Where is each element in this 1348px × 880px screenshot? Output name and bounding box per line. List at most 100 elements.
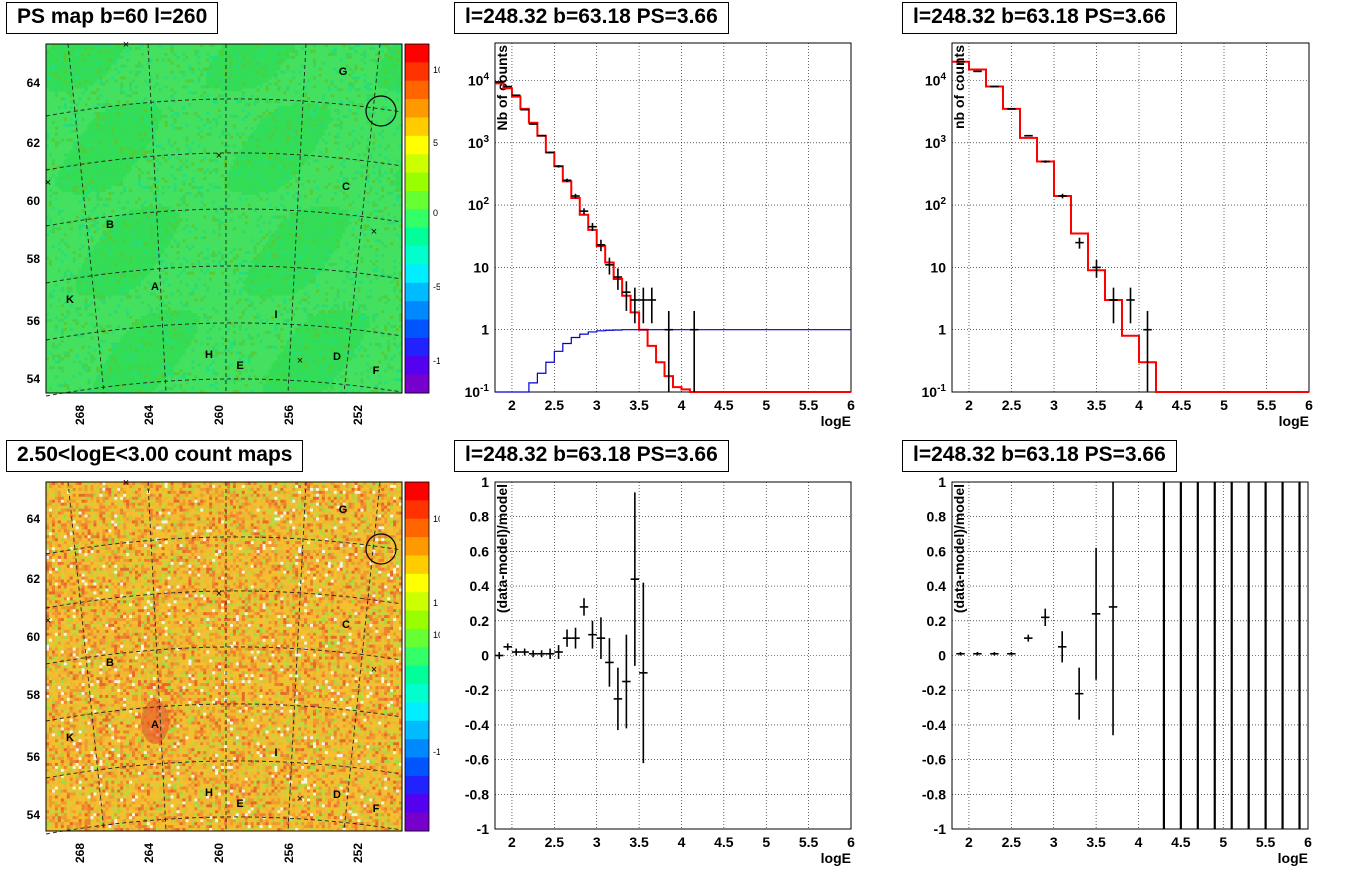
colorbar-tick-label: 10 <box>433 514 440 524</box>
model-step-line <box>495 83 851 392</box>
x-tick-label: 5.5 <box>1257 397 1277 413</box>
x-tick-label: 6 <box>1304 834 1312 850</box>
y-tick-label: -0.8 <box>465 786 489 802</box>
x-tick-label: 3.5 <box>629 834 649 850</box>
map-lon-tick: 252 <box>351 405 365 425</box>
map-cross-marker: × <box>45 177 51 189</box>
y-tick-label: 10-1 <box>465 383 490 400</box>
y-tick-exponent: -1 <box>937 383 946 394</box>
x-tick-label: 2.5 <box>1002 397 1022 413</box>
map-lon-tick: 256 <box>282 843 296 863</box>
y-tick-label: -0.6 <box>465 752 489 768</box>
y-tick-label: 0.8 <box>927 509 947 525</box>
x-axis-title: logE <box>821 850 851 866</box>
y-tick-exponent: 3 <box>940 134 946 145</box>
map-lat-tick: 62 <box>27 572 41 586</box>
map-source-label: C <box>342 181 350 193</box>
map-source-label: E <box>236 360 243 372</box>
y-tick-label: 0 <box>938 648 946 664</box>
colorbar <box>405 482 429 832</box>
map-source-label: G <box>339 504 348 516</box>
map-cross-marker: × <box>371 226 377 238</box>
map-lon-tick: 260 <box>212 843 226 863</box>
map-lon-tick: 268 <box>73 405 87 425</box>
x-tick-label: 3.5 <box>1087 397 1107 413</box>
grid-lines <box>495 43 851 392</box>
y-axis-title: (data-model)/model <box>494 484 510 613</box>
y-tick-exponent: 2 <box>940 196 946 207</box>
plot-frame <box>952 43 1309 392</box>
x-tick-label: 3 <box>593 834 601 850</box>
map-source-label: F <box>373 803 380 815</box>
ps-map-title: PS map b=60 l=260 <box>6 2 218 34</box>
y-tick-label: 0.4 <box>927 578 947 594</box>
map-lat-tick: 58 <box>27 252 41 266</box>
map-cross-marker: × <box>123 477 129 489</box>
x-tick-label: 5 <box>1219 834 1227 850</box>
grid-lines <box>952 43 1309 392</box>
colorbar-tick-label: 1 <box>433 598 438 608</box>
x-tick-label: 5 <box>1220 397 1228 413</box>
map-lat-tick: 56 <box>27 314 41 328</box>
map-lat-tick: 64 <box>27 512 41 526</box>
map-cross-marker: × <box>371 664 377 676</box>
y-tick-label: -0.2 <box>922 682 946 698</box>
y-tick-label: -0.4 <box>465 717 489 733</box>
y-tick-label: 102 <box>925 196 947 213</box>
map-lat-tick: 64 <box>27 76 41 90</box>
x-axis-title: logE <box>821 413 851 429</box>
map-lat-tick: 54 <box>27 808 41 822</box>
map-source-label: B <box>106 657 114 669</box>
x-axis-title: logE <box>1278 850 1308 866</box>
map-source-label: H <box>205 787 213 799</box>
map-lon-tick: 264 <box>142 843 156 863</box>
map-lat-tick: 60 <box>27 630 41 644</box>
spectrum-title-2: l=248.32 b=63.18 PS=3.66 <box>902 2 1177 34</box>
y-tick-exponent: 3 <box>483 134 489 145</box>
y-tick-label: 10-1 <box>922 383 947 400</box>
y-tick-label: -0.2 <box>465 682 489 698</box>
y-tick-label: 104 <box>468 72 490 89</box>
y-tick-label: 1 <box>481 322 489 338</box>
y-tick-label: 103 <box>925 134 947 151</box>
y-tick-label: -0.4 <box>922 717 946 733</box>
y-tick-label: 0.8 <box>470 509 490 525</box>
map-source-label: D <box>333 789 341 801</box>
map-lat-tick: 56 <box>27 750 41 764</box>
y-tick-label: 0.6 <box>470 543 490 559</box>
colorbar-tick-label: 0 <box>433 208 438 218</box>
map-cross-marker: × <box>216 588 222 600</box>
x-tick-label: 4 <box>678 397 686 413</box>
y-tick-label: 1 <box>938 322 946 338</box>
count-map-title: 2.50<logE<3.00 count maps <box>6 440 303 472</box>
map-lon-tick: 252 <box>351 843 365 863</box>
map-source-label: F <box>373 365 380 377</box>
x-tick-label: 4.5 <box>714 834 734 850</box>
y-tick-label: 0 <box>481 648 489 664</box>
y-tick-label: 0.4 <box>470 578 490 594</box>
map-lon-tick: 256 <box>282 405 296 425</box>
y-tick-label: 10 <box>473 259 489 275</box>
map-source-label: I <box>274 309 277 321</box>
x-tick-label: 5 <box>762 834 770 850</box>
residual-title-1: l=248.32 b=63.18 PS=3.66 <box>454 440 729 472</box>
x-tick-label: 3.5 <box>1086 834 1106 850</box>
x-tick-label: 2.5 <box>1002 834 1022 850</box>
colorbar-tick-label: 5 <box>433 138 438 148</box>
y-tick-label: 10 <box>930 259 946 275</box>
colorbar-tick-label: 10 <box>433 630 440 640</box>
x-tick-label: 2 <box>965 834 973 850</box>
x-tick-label: 4 <box>678 834 686 850</box>
y-tick-label: 0.2 <box>470 613 490 629</box>
model-step-line <box>952 62 1309 392</box>
map-source-label: H <box>205 349 213 361</box>
x-tick-label: 3 <box>1050 834 1058 850</box>
